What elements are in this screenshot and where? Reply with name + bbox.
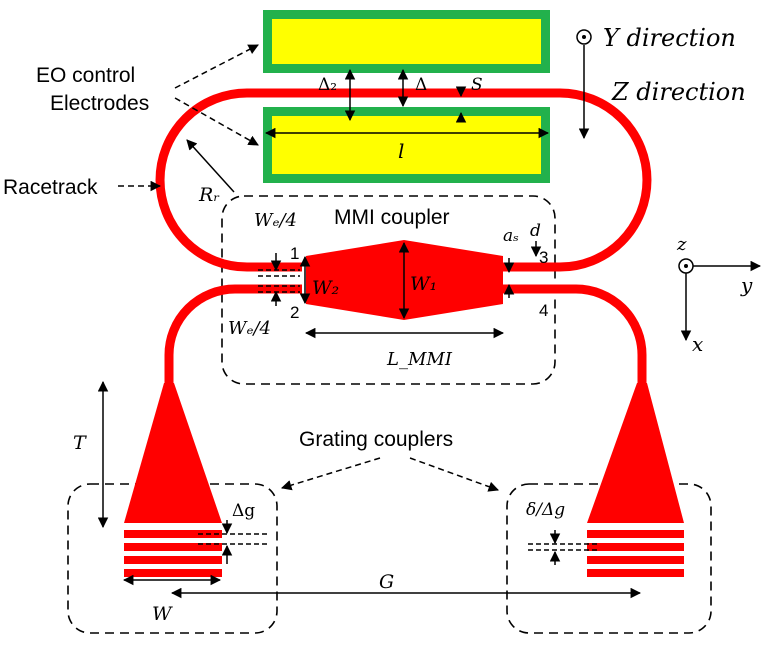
- bottom-electrode: [263, 107, 550, 183]
- label-port-2: 2: [290, 303, 299, 322]
- label-axis-x: x: [692, 332, 703, 356]
- right-grating-coupler: [587, 383, 684, 577]
- label-delta2: Δ₂: [318, 75, 337, 95]
- left-grating-coupler: [124, 383, 222, 577]
- label-y-direction: Y direction: [603, 24, 736, 52]
- label-w2: W₂: [312, 277, 339, 299]
- label-rr: Rᵣ: [198, 184, 220, 206]
- label-eo-line2: Electrodes: [50, 92, 149, 115]
- label-w1: W₁: [410, 273, 437, 295]
- label-s: S: [471, 75, 483, 95]
- label-g: G: [379, 571, 394, 593]
- label-axis-y: y: [740, 273, 753, 297]
- label-z-direction: Z direction: [611, 78, 746, 106]
- label-delta-g: Δg: [232, 501, 255, 521]
- label-axis-z: z: [676, 234, 687, 255]
- label-mmi-coupler: MMI coupler: [334, 206, 450, 229]
- label-as: aₛ: [503, 226, 519, 246]
- label-eo-line1: EO control: [36, 64, 135, 87]
- label-l: l: [398, 139, 404, 163]
- label-grating-couplers: Grating couplers: [299, 428, 453, 451]
- label-racetrack: Racetrack: [3, 176, 98, 199]
- axis-origin-z: [678, 258, 694, 274]
- label-delta: Δ: [415, 75, 427, 95]
- label-we4-bottom: Wₑ/4: [228, 318, 271, 339]
- label-lmmi: L_MMI: [386, 349, 453, 370]
- label-t: T: [73, 432, 87, 454]
- label-port-3: 3: [539, 248, 548, 267]
- top-electrode: [263, 10, 550, 73]
- label-w: W: [152, 603, 173, 625]
- left-bus-waveguide: [164, 284, 302, 385]
- label-port-1: 1: [290, 244, 299, 263]
- label-d: d: [530, 221, 541, 241]
- label-port-4: 4: [539, 301, 548, 320]
- label-delta-over-delta-g: δ/Δg: [526, 500, 565, 520]
- right-bus-waveguide: [503, 284, 647, 385]
- label-we4-top: Wₑ/4: [254, 210, 297, 231]
- y-direction-symbol: [576, 29, 592, 45]
